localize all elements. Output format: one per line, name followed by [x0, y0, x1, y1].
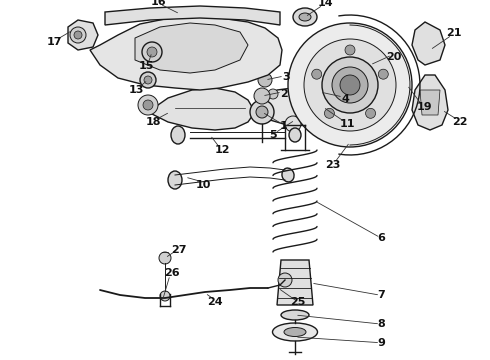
Text: 5: 5	[269, 130, 277, 140]
Ellipse shape	[284, 328, 306, 337]
Ellipse shape	[282, 168, 294, 182]
Circle shape	[340, 75, 360, 95]
Polygon shape	[412, 22, 445, 65]
Polygon shape	[90, 17, 282, 90]
Ellipse shape	[171, 126, 185, 144]
Circle shape	[278, 273, 292, 287]
Ellipse shape	[281, 310, 309, 320]
Ellipse shape	[168, 171, 182, 189]
Text: 17: 17	[46, 37, 62, 47]
Polygon shape	[135, 23, 248, 73]
Circle shape	[288, 23, 412, 147]
Text: 21: 21	[446, 28, 462, 38]
Polygon shape	[105, 6, 280, 25]
Circle shape	[304, 98, 316, 110]
Circle shape	[268, 89, 278, 99]
Circle shape	[147, 47, 157, 57]
Text: 12: 12	[214, 145, 230, 155]
Ellipse shape	[299, 13, 311, 21]
Circle shape	[70, 27, 86, 43]
Circle shape	[254, 88, 270, 104]
Polygon shape	[265, 87, 330, 130]
Text: 4: 4	[341, 94, 349, 104]
Text: 19: 19	[416, 102, 432, 112]
Circle shape	[332, 67, 368, 103]
Polygon shape	[277, 260, 313, 305]
Text: 26: 26	[164, 268, 180, 278]
Circle shape	[256, 106, 268, 118]
Circle shape	[315, 87, 325, 97]
Ellipse shape	[289, 128, 301, 142]
Text: 20: 20	[386, 52, 402, 62]
Text: 15: 15	[138, 61, 154, 71]
Circle shape	[366, 108, 375, 118]
Circle shape	[74, 31, 82, 39]
Text: 14: 14	[317, 0, 333, 8]
Text: 22: 22	[452, 117, 468, 127]
Polygon shape	[420, 90, 440, 115]
Polygon shape	[68, 20, 98, 50]
Circle shape	[378, 69, 388, 79]
Text: 10: 10	[196, 180, 211, 190]
Text: 3: 3	[282, 72, 290, 82]
Ellipse shape	[272, 323, 318, 341]
Text: 23: 23	[325, 160, 341, 170]
Text: 25: 25	[290, 297, 306, 307]
Polygon shape	[148, 88, 255, 130]
Text: 18: 18	[145, 117, 161, 127]
Circle shape	[142, 42, 162, 62]
Circle shape	[298, 92, 322, 116]
Circle shape	[140, 72, 156, 88]
Circle shape	[250, 100, 274, 124]
Circle shape	[143, 100, 153, 110]
Text: 27: 27	[171, 245, 187, 255]
Text: 11: 11	[339, 119, 355, 129]
Circle shape	[160, 291, 170, 301]
Circle shape	[345, 45, 355, 55]
Circle shape	[159, 252, 171, 264]
Text: 2: 2	[280, 89, 288, 99]
Text: 13: 13	[128, 85, 144, 95]
Text: 7: 7	[377, 290, 385, 300]
Circle shape	[304, 39, 396, 131]
Text: 6: 6	[377, 233, 385, 243]
Text: 8: 8	[377, 319, 385, 329]
Circle shape	[324, 108, 335, 118]
Circle shape	[285, 116, 301, 132]
Circle shape	[312, 69, 322, 79]
Text: 9: 9	[377, 338, 385, 348]
Circle shape	[258, 73, 272, 87]
Circle shape	[322, 57, 378, 113]
Text: 16: 16	[150, 0, 166, 7]
Polygon shape	[412, 75, 448, 130]
Circle shape	[144, 76, 152, 84]
Text: 1: 1	[280, 121, 288, 131]
Text: 24: 24	[207, 297, 223, 307]
Ellipse shape	[293, 8, 317, 26]
Circle shape	[138, 95, 158, 115]
